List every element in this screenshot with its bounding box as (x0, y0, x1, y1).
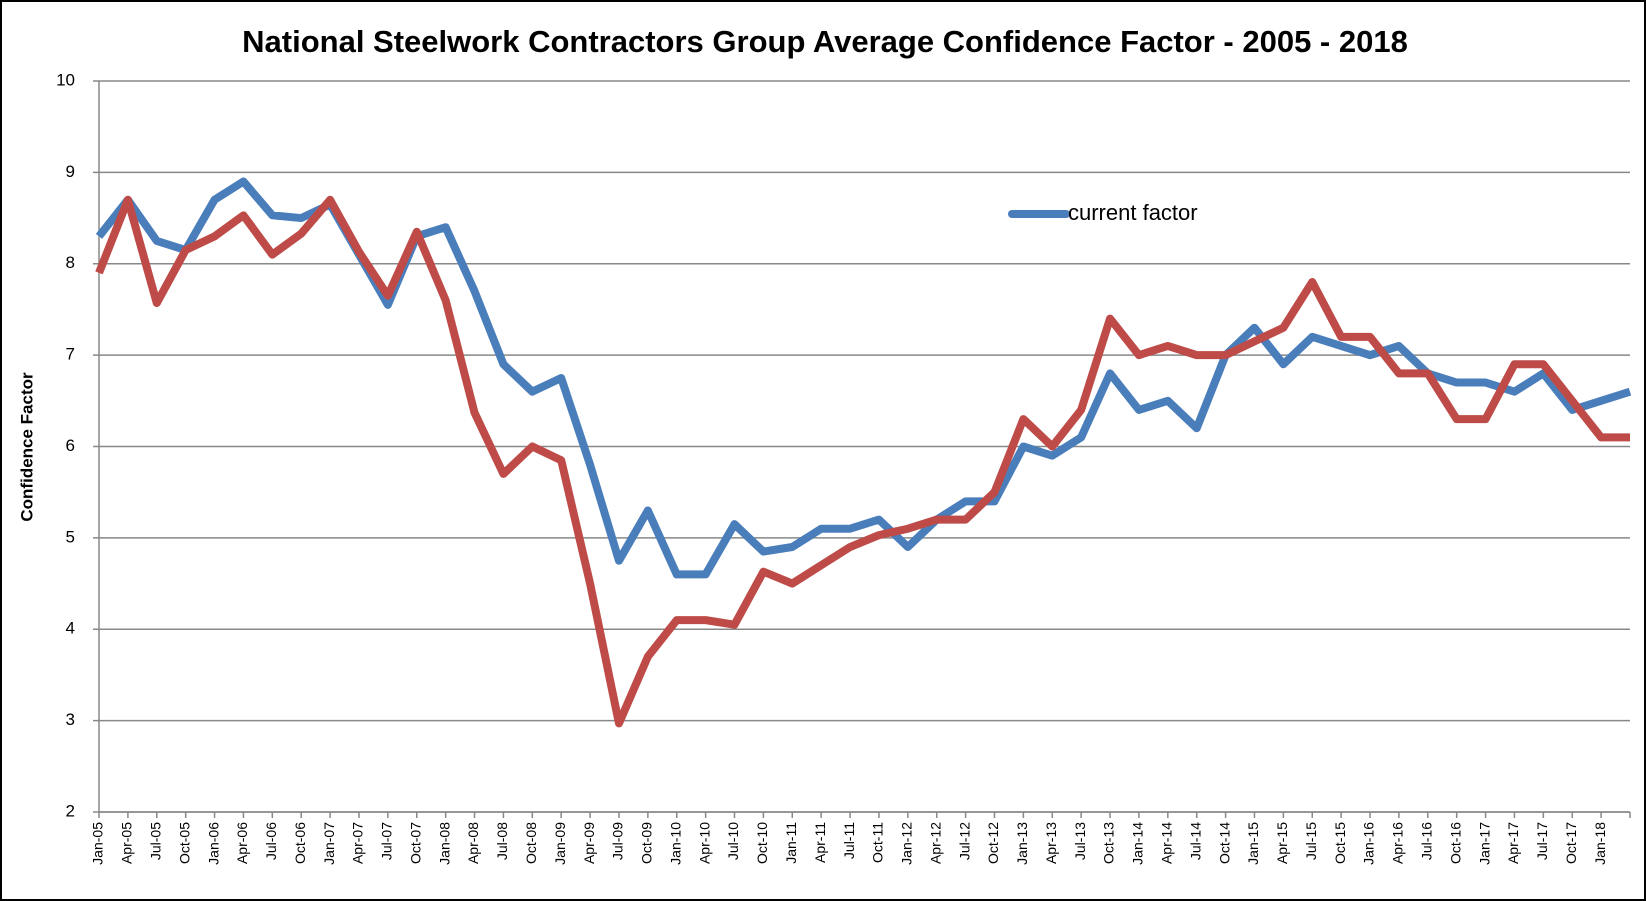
x-tick-label: Oct-06 (292, 822, 308, 864)
x-tick-label: Jan-17 (1476, 822, 1492, 865)
x-tick-label: Apr-13 (1043, 822, 1059, 864)
x-tick-label: Jan-13 (1014, 822, 1030, 865)
x-tick-label: Jan-05 (90, 822, 106, 865)
x-tick-label: Oct-17 (1563, 822, 1579, 864)
y-tick-label: 6 (66, 436, 75, 455)
y-tick-label: 7 (66, 345, 75, 364)
y-tick-label: 3 (66, 710, 75, 729)
y-tick-label: 10 (56, 70, 75, 89)
x-tick-label: Jul-05 (147, 822, 163, 860)
x-tick-label: Jul-06 (263, 822, 279, 860)
y-tick-label: 5 (66, 527, 75, 546)
x-tick-label: Oct-11 (870, 822, 886, 863)
x-tick-label: Oct-16 (1447, 822, 1463, 864)
x-tick-label: Oct-13 (1101, 822, 1117, 864)
x-tick-label: Oct-07 (407, 822, 423, 864)
x-tick-label: Jul-13 (1072, 822, 1088, 860)
x-tick-label: Jul-17 (1534, 822, 1550, 860)
x-tick-label: Jan-16 (1361, 822, 1377, 865)
series-line (95, 195, 1630, 728)
y-axis-label: Confidence Factor (17, 372, 36, 522)
x-tick-label: Oct-10 (754, 822, 770, 864)
x-tick-label: Jan-12 (899, 822, 915, 865)
x-tick-label: Jan-06 (205, 822, 221, 865)
x-tick-label: Oct-09 (639, 822, 655, 864)
x-tick-label: Jul-09 (610, 822, 626, 860)
x-tick-label: Apr-06 (234, 822, 250, 864)
x-tick-label: Jul-10 (725, 822, 741, 860)
x-tick-label: Jul-08 (494, 822, 510, 860)
x-tick-label: Jul-11 (841, 822, 857, 859)
x-tick-label: Jan-15 (1245, 822, 1261, 865)
x-tick-label: Apr-12 (927, 822, 943, 864)
x-tick-label: Jan-10 (667, 822, 683, 865)
x-tick-label: Jan-11 (783, 822, 799, 864)
x-tick-label: Apr-08 (465, 822, 481, 864)
x-tick-label: Apr-07 (350, 822, 366, 864)
x-tick-label: Apr-10 (696, 822, 712, 864)
x-tick-label: Oct-15 (1332, 822, 1348, 864)
x-tick-label: Apr-11 (812, 822, 828, 863)
x-tick-label: Jul-07 (379, 822, 395, 860)
x-tick-label: Apr-14 (1159, 822, 1175, 864)
x-tick-label: Apr-17 (1505, 822, 1521, 864)
legend-label: current factor (1068, 200, 1198, 225)
x-tick-label: Jan-09 (552, 822, 568, 865)
x-tick-label: Jan-07 (321, 822, 337, 865)
x-tick-label: Jan-18 (1592, 822, 1608, 865)
chart-title: National Steelwork Contractors Group Ave… (242, 24, 1408, 59)
x-tick-label: Apr-05 (119, 822, 135, 864)
y-tick-label: 8 (66, 253, 75, 272)
x-tick-label: Oct-14 (1216, 822, 1232, 864)
x-tick-label: Jan-08 (436, 822, 452, 865)
x-tick-label: Apr-09 (581, 822, 597, 864)
y-tick-label: 4 (66, 619, 75, 638)
y-tick-label: 9 (66, 162, 75, 181)
x-tick-label: Apr-15 (1274, 822, 1290, 864)
x-tick-label: Oct-08 (523, 822, 539, 864)
x-tick-label: Jul-14 (1187, 822, 1203, 860)
x-tick-label: Apr-16 (1390, 822, 1406, 864)
x-tick-label: Oct-05 (176, 822, 192, 864)
y-tick-label: 2 (66, 801, 75, 820)
x-tick-label: Jul-15 (1303, 822, 1319, 860)
x-tick-label: Jul-16 (1418, 822, 1434, 860)
x-tick-label: Jul-12 (956, 822, 972, 860)
x-tick-label: Oct-12 (985, 822, 1001, 864)
x-tick-label: Jan-14 (1130, 822, 1146, 865)
